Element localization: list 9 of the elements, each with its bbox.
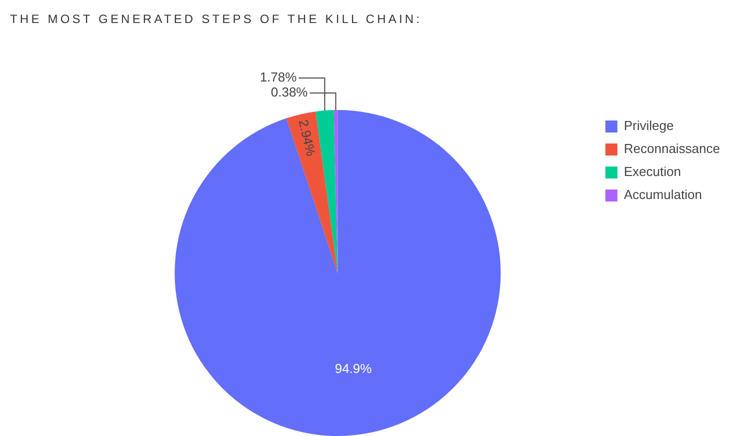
data-label: 2.94% xyxy=(296,118,319,158)
data-label: 94.9% xyxy=(334,361,372,376)
legend-label: Accumulation xyxy=(624,187,702,202)
legend-label: Execution xyxy=(624,164,681,180)
legend-label: Privilege xyxy=(624,118,674,134)
legend-label: Reconnaissance xyxy=(624,141,720,156)
data-label: 0.38% xyxy=(270,84,308,100)
data-label: 1.78% xyxy=(260,70,298,85)
chart-title: THE MOST GENERATED STEPS OF THE KILL CHAIN: xyxy=(10,12,422,26)
